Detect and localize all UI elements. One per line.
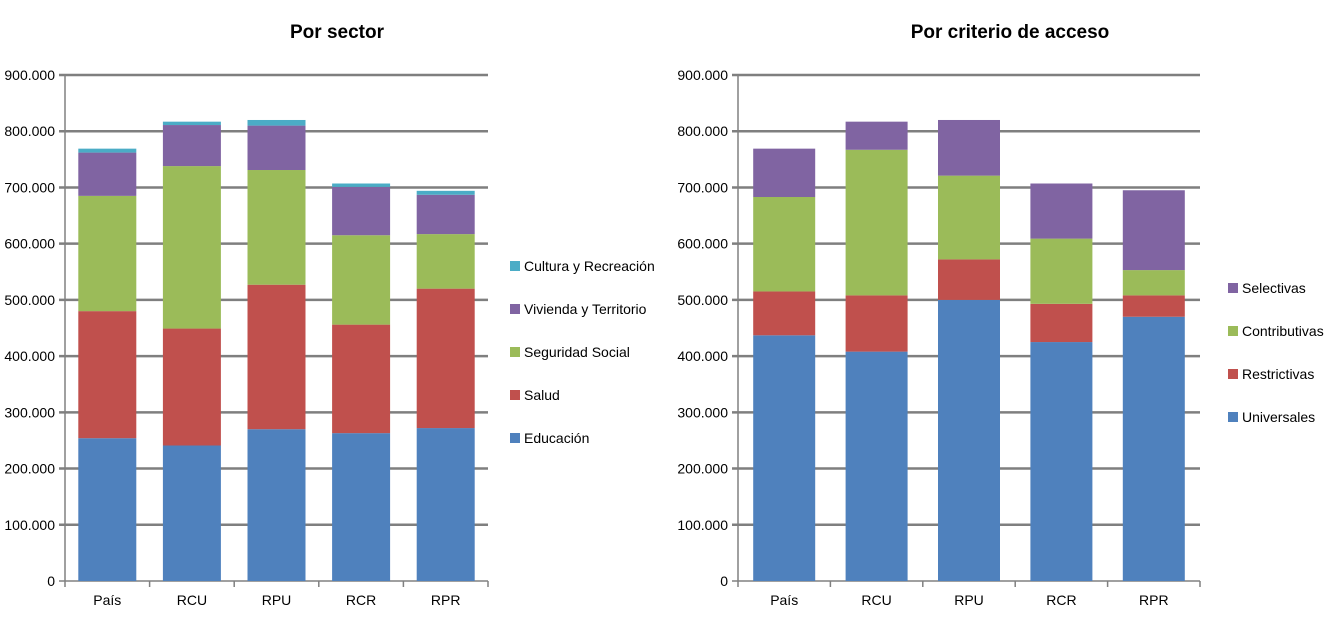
- bar-segment: [162, 445, 221, 581]
- bar-segment: [1122, 316, 1185, 581]
- legend-swatch: [1228, 326, 1238, 336]
- y-tick-label: 400.000: [4, 348, 55, 364]
- bar-segment: [1122, 190, 1185, 271]
- legend-label: Contributivas: [1242, 323, 1324, 339]
- bar-segment: [416, 234, 475, 289]
- bar-segment: [332, 183, 391, 187]
- legend-swatch: [510, 304, 520, 314]
- bar-segment: [78, 438, 137, 581]
- bar-segment: [332, 235, 391, 325]
- legend-swatch: [510, 433, 520, 443]
- chart-title: Por sector: [290, 22, 385, 43]
- bar-segment: [332, 324, 391, 434]
- bar-segment: [416, 190, 475, 195]
- y-tick-label: 100.000: [4, 517, 55, 533]
- bar-segment: [247, 284, 306, 430]
- legend-swatch: [510, 261, 520, 271]
- bar-segment: [753, 291, 816, 336]
- x-tick-label: RPU: [262, 592, 292, 608]
- y-tick-label: 300.000: [4, 404, 55, 420]
- bar-segment: [78, 311, 137, 439]
- bar-segment: [938, 175, 1000, 260]
- bar-segment: [1122, 270, 1185, 296]
- bar-segment: [162, 166, 221, 329]
- chart-title: Por criterio de acceso: [911, 22, 1110, 43]
- bar-segment: [332, 433, 391, 581]
- bar-segment: [845, 351, 908, 581]
- legend-label: Educación: [524, 430, 589, 446]
- bar-segment: [247, 125, 306, 171]
- bar-segment: [845, 121, 908, 150]
- bar-segment: [1030, 303, 1093, 343]
- legend-swatch: [1228, 369, 1238, 379]
- x-tick-label: País: [93, 592, 121, 608]
- chart-por-criterio-de-acceso: Por criterio de acceso 0 100.000 200.000 30…: [677, 22, 1323, 608]
- bar-segment: [416, 194, 475, 235]
- bar-segment: [162, 328, 221, 446]
- x-tick-label: RCU: [861, 592, 891, 608]
- y-tick-label: 500.000: [677, 292, 728, 308]
- bar-segment: [753, 148, 816, 198]
- legend-label: Seguridad Social: [524, 344, 630, 360]
- legend-label: Universales: [1242, 409, 1315, 425]
- legend-label: Vivienda y Territorio: [524, 301, 647, 317]
- y-tick-label: 500.000: [4, 292, 55, 308]
- legend-swatch: [510, 390, 520, 400]
- bar-segment: [78, 195, 137, 312]
- chart-por-sector: Por sector 0 100.000 200.000 300.000 400.000…: [4, 22, 654, 608]
- x-tick-label: RCR: [346, 592, 376, 608]
- y-tick-label: 0: [720, 573, 728, 589]
- bar-segment: [845, 149, 908, 296]
- y-tick-label: 300.000: [677, 404, 728, 420]
- bar-segment: [753, 335, 816, 581]
- bar-segment: [938, 259, 1000, 300]
- y-tick-label: 600.000: [677, 236, 728, 252]
- y-tick-label: 100.000: [677, 517, 728, 533]
- y-tick-label: 600.000: [4, 236, 55, 252]
- x-tick-label: RPR: [1139, 592, 1169, 608]
- y-tick-label: 0: [47, 573, 55, 589]
- y-tick-label: 700.000: [4, 179, 55, 195]
- y-tick-label: 900.000: [677, 67, 728, 83]
- y-tick-label: 200.000: [4, 461, 55, 477]
- bar-segment: [1030, 342, 1093, 581]
- bar-segment: [1030, 183, 1093, 239]
- bar-segment: [332, 186, 391, 236]
- bar-segment: [845, 295, 908, 352]
- x-tick-label: RCU: [177, 592, 207, 608]
- bar-segment: [1122, 295, 1185, 317]
- bar-segment: [162, 125, 221, 167]
- bar-segment: [162, 121, 221, 126]
- y-tick-label: 900.000: [4, 67, 55, 83]
- y-tick-label: 200.000: [677, 461, 728, 477]
- bar-segment: [416, 428, 475, 581]
- x-tick-label: RPR: [431, 592, 461, 608]
- x-tick-label: RPU: [954, 592, 984, 608]
- legend-label: Selectivas: [1242, 280, 1306, 296]
- legend-label: Cultura y Recreación: [524, 258, 655, 274]
- legend-label: Restrictivas: [1242, 366, 1314, 382]
- bar-segment: [78, 152, 137, 196]
- y-tick-label: 800.000: [677, 123, 728, 139]
- legend-swatch: [1228, 412, 1238, 422]
- legend-label: Salud: [524, 387, 560, 403]
- bar-segment: [938, 299, 1000, 581]
- bar-segment: [1030, 238, 1093, 304]
- y-tick-label: 800.000: [4, 123, 55, 139]
- bar-segment: [247, 429, 306, 581]
- y-tick-label: 700.000: [677, 179, 728, 195]
- bar-segment: [247, 119, 306, 126]
- legend-swatch: [510, 347, 520, 357]
- y-tick-label: 400.000: [677, 348, 728, 364]
- x-tick-label: País: [770, 592, 798, 608]
- x-tick-label: RCR: [1046, 592, 1076, 608]
- legend-swatch: [1228, 283, 1238, 293]
- bar-segment: [247, 170, 306, 285]
- bar-segment: [753, 197, 816, 292]
- bar-segment: [416, 288, 475, 429]
- bar-segment: [938, 119, 1000, 176]
- bar-segment: [78, 148, 137, 153]
